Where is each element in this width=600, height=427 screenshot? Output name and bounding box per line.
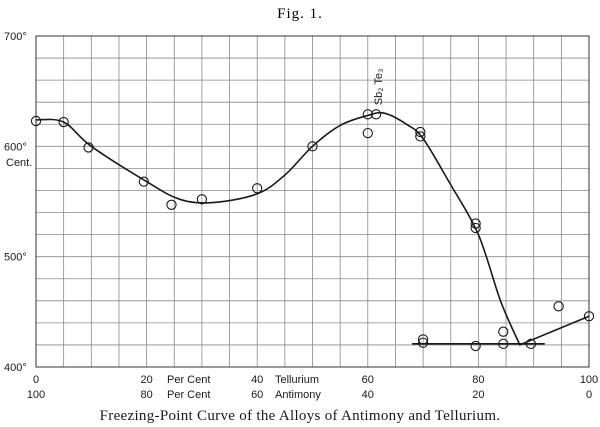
- x-tick-label-tellurium: 100: [580, 374, 598, 386]
- observation-point: [370, 109, 382, 120]
- plot-border: [35, 35, 590, 368]
- y-tick-label: 500°: [4, 252, 27, 264]
- observation-point: [58, 116, 69, 128]
- y-tick-label: 600°: [4, 141, 27, 153]
- observation-point: [415, 131, 426, 142]
- observation-point: [83, 142, 94, 153]
- per-cent-label-1: Per Cent: [167, 374, 210, 386]
- observation-point: [138, 176, 149, 187]
- y-tick-label: 400°: [4, 362, 27, 374]
- observation-point: [415, 126, 426, 138]
- liquidus-curve: [35, 111, 590, 346]
- x-tick-label-tellurium: 80: [472, 374, 484, 386]
- observation-point: [470, 340, 481, 352]
- tellurium-label: Tellurium: [275, 374, 319, 386]
- observation-point: [417, 337, 429, 348]
- y-tick-label: 700°: [4, 31, 27, 43]
- chart-caption: Freezing-Point Curve of the Alloys of An…: [100, 408, 501, 424]
- x-tick-label-tellurium: 60: [362, 374, 374, 386]
- antimony-label: Antimony: [275, 389, 321, 401]
- observation-point: [166, 199, 177, 210]
- x-tick-labels: 0 100 20 80 40 60 60 40 80 20 100 0: [27, 374, 598, 401]
- grid: [36, 36, 589, 367]
- x-tick-label-antimony: 60: [251, 389, 263, 401]
- x-tick-label-antimony: 20: [472, 389, 484, 401]
- observation-point: [498, 326, 509, 337]
- observation-point: [498, 338, 509, 349]
- x-tick-label-antimony: 80: [140, 389, 152, 401]
- observation-point: [252, 183, 263, 194]
- y-unit-label: Cent.: [6, 157, 32, 169]
- curve-layer: [35, 111, 590, 346]
- observation-point: [525, 338, 537, 349]
- observation-point: [307, 141, 318, 152]
- x-tick-label-tellurium: 0: [33, 374, 39, 386]
- plot-frame: [35, 35, 590, 368]
- observation-point: [417, 334, 429, 345]
- x-tick-label-antimony: 40: [362, 389, 374, 401]
- y-tick-labels: 400° 500° 600° 700°: [4, 31, 27, 374]
- x-tick-label-tellurium: 20: [140, 374, 152, 386]
- observation-point: [362, 127, 373, 139]
- figure-label: Fig. 1.: [277, 6, 323, 22]
- observation-point: [362, 109, 373, 120]
- observation-point: [470, 222, 481, 234]
- observation-points: [30, 109, 595, 352]
- observation-point: [553, 301, 564, 312]
- per-cent-label-2: Per Cent: [167, 389, 210, 401]
- sb2te3-annotation: Sb₂ Te₃: [373, 69, 385, 106]
- observation-point: [583, 311, 595, 322]
- x-tick-label-antimony: 100: [27, 389, 45, 401]
- x-tick-label-tellurium: 40: [251, 374, 263, 386]
- x-tick-label-antimony: 0: [586, 389, 592, 401]
- observation-point: [30, 115, 42, 127]
- observation-point: [196, 194, 208, 205]
- observation-point: [470, 218, 481, 229]
